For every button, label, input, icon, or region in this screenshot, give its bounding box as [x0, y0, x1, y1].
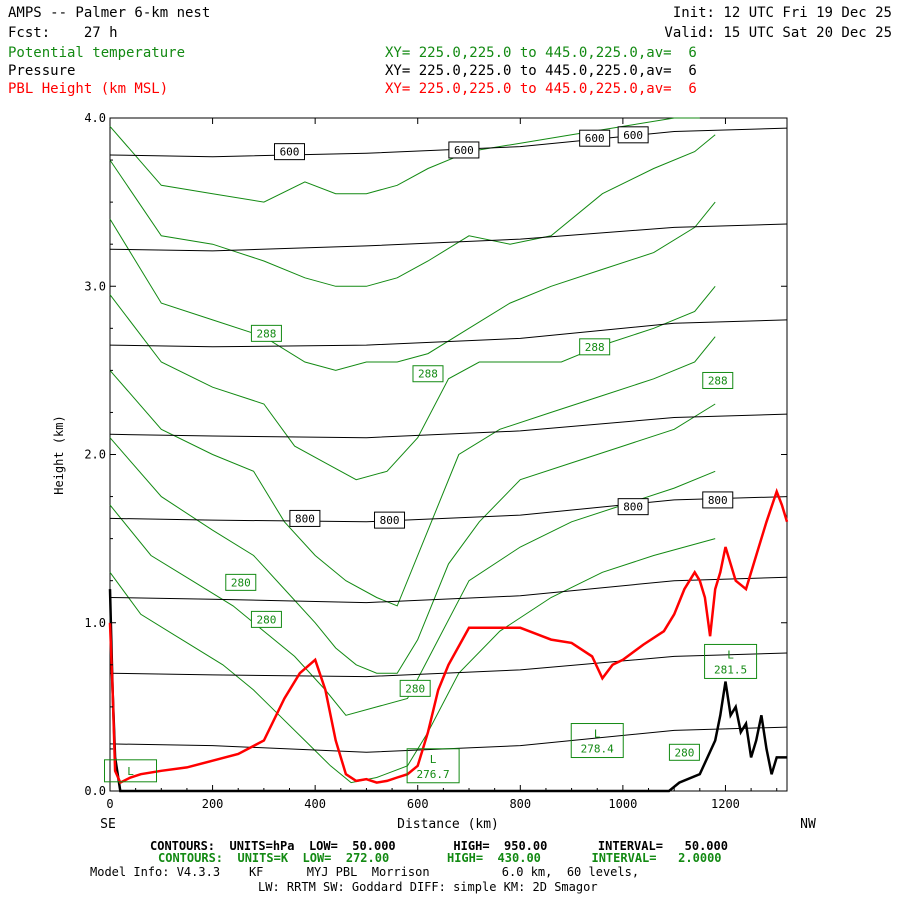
low-marker-value: 278.4 [581, 743, 614, 756]
theta-contour-line [109, 470, 716, 716]
low-markers: L L 276.7 L 278.4 L 281.5 [104, 643, 758, 784]
init-time: Init: 12 UTC Fri 19 Dec 25 [672, 5, 892, 21]
pressure-label-box [702, 491, 734, 509]
field-pbl-name: PBL Height (km MSL) [8, 81, 169, 97]
nw-direction: NW [800, 817, 816, 832]
theta-contour-label: 288 [418, 368, 438, 381]
pressure-label-box [617, 126, 649, 144]
pressure-label-box [617, 498, 649, 516]
theta-label-box [250, 324, 282, 342]
field-theta-xy: XY= 225.0,225.0 to 445.0,225.0,av= 6 [385, 45, 697, 61]
y-tick-label: 0.0 [84, 784, 106, 798]
low-marker-letter: L [727, 648, 734, 661]
field-pressure-name: Pressure [8, 63, 76, 79]
axis-ticks: 0 200 400 600 800 1000 1200 0.0 1.0 2.0 3.0 4.0 [84, 111, 787, 811]
x-axis-label: Distance (km) [397, 817, 499, 832]
theta-label-box [399, 679, 431, 697]
theta-label-box [250, 610, 282, 628]
low-marker-letter: L [430, 753, 437, 766]
theta-contour-label: 288 [256, 327, 276, 340]
x-tick-label: 600 [407, 797, 429, 811]
x-tick-label: 0 [106, 797, 113, 811]
forecast-hour: Fcst: 27 h [8, 25, 118, 41]
theta-contour-line [109, 117, 700, 203]
pressure-label-box [374, 511, 406, 529]
theta-label-box [412, 365, 444, 383]
chart-title: AMPS -- Palmer 6-km nest [8, 5, 211, 21]
pressure-contour-info: CONTOURS: UNITS=hPa LOW= 50.000 HIGH= 95… [150, 839, 728, 853]
pressure-contour-label: 800 [623, 501, 643, 514]
pbl-height-line [108, 487, 789, 785]
theta-contour-label: 280 [256, 613, 276, 626]
field-theta-name: Potential temperature [8, 45, 186, 61]
se-direction: SE [100, 817, 116, 832]
terrain-line [108, 589, 787, 793]
theta-label-box [225, 573, 257, 591]
low-marker-box [570, 723, 624, 759]
pressure-label-box [579, 129, 611, 147]
low-marker-letter: L [127, 765, 134, 778]
pressure-contour-line [109, 652, 788, 678]
low-marker-box [406, 748, 460, 784]
pressure-contour-label: 600 [280, 146, 300, 159]
pressure-contour-line [109, 496, 788, 523]
model-info-physics: LW: RRTM SW: Goddard DIFF: simple KM: 2D… [258, 880, 598, 894]
pressure-contour-line [109, 576, 788, 604]
theta-contour-line [109, 336, 716, 607]
y-tick-label: 3.0 [84, 279, 106, 293]
x-tick-label: 800 [509, 797, 531, 811]
pressure-label-box [274, 143, 306, 161]
pressure-contour-label: 600 [623, 129, 643, 142]
pressure-contour-label: 800 [295, 512, 315, 525]
field-pressure-xy: XY= 225.0,225.0 to 445.0,225.0,av= 6 [385, 63, 697, 79]
y-tick-label: 4.0 [84, 111, 106, 125]
theta-contour-label: 280 [405, 682, 425, 695]
theta-contour-label: 280 [674, 746, 694, 759]
y-tick-label: 1.0 [84, 616, 106, 630]
x-tick-label: 400 [304, 797, 326, 811]
pressure-contour-line [109, 413, 788, 439]
terrain-layer [108, 589, 787, 793]
theta-contours [109, 117, 716, 784]
x-tick-label: 1200 [711, 797, 740, 811]
x-tick-label: 1000 [608, 797, 637, 811]
theta-label-box [668, 743, 700, 761]
low-marker-value: 276.7 [417, 768, 450, 781]
theta-contour-label: 280 [231, 576, 251, 589]
contour-labels: 600 600 600 600 800 800 800 800 288 288 288 288 280 2… [225, 126, 734, 761]
pressure-contour-line [109, 223, 788, 252]
theta-contour-line [109, 403, 716, 674]
pressure-contours [109, 127, 788, 753]
y-axis-label: Height (km) [52, 415, 66, 494]
low-marker-box [704, 643, 758, 679]
low-marker-value: 281.5 [714, 663, 747, 676]
plot-frame [109, 117, 788, 792]
theta-contour-label: 288 [708, 374, 728, 387]
pbl-layer [108, 487, 789, 785]
low-marker-box [104, 759, 158, 783]
pressure-label-box [448, 141, 480, 159]
y-tick-label: 2.0 [84, 448, 106, 462]
field-pbl-xy: XY= 225.0,225.0 to 445.0,225.0,av= 6 [385, 81, 697, 97]
theta-label-box [579, 338, 611, 356]
theta-contour-line [109, 134, 716, 287]
pressure-contour-line [109, 127, 788, 158]
low-marker-letter: L [594, 728, 601, 741]
model-info: Model Info: V4.3.3 KF MYJ PBL Morrison 6… [90, 865, 640, 879]
pressure-contour-label: 800 [708, 494, 728, 507]
theta-contour-line [109, 201, 716, 371]
pressure-label-box [289, 509, 321, 527]
pressure-contour-line [109, 319, 788, 348]
valid-time: Valid: 15 UTC Sat 20 Dec 25 [664, 25, 892, 41]
pressure-contour-label: 600 [585, 132, 605, 145]
pressure-contour-label: 600 [454, 144, 474, 157]
x-tick-label: 200 [202, 797, 224, 811]
theta-contour-label: 288 [585, 341, 605, 354]
theta-label-box [702, 371, 734, 389]
pressure-contour-label: 800 [380, 514, 400, 527]
theta-contour-line [109, 285, 716, 481]
theta-contour-info: CONTOURS: UNITS=K LOW= 272.00 HIGH= 430.… [158, 851, 722, 865]
